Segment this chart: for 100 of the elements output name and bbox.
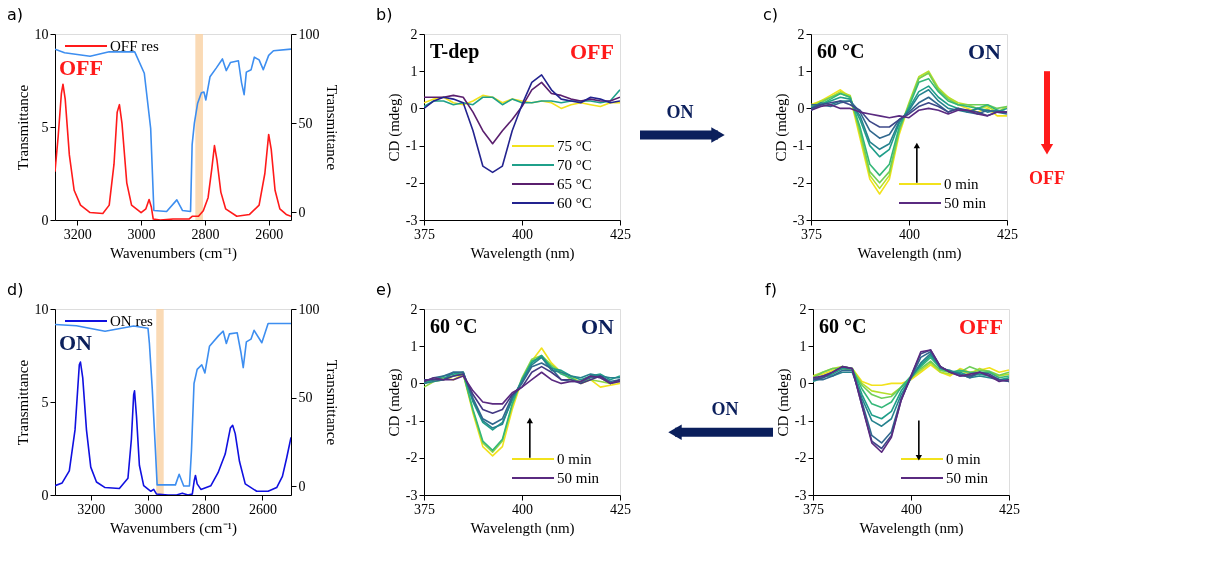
annotation: OFF [959,314,1003,339]
chart-title: b) [376,5,393,24]
y-tick-label: -2 [405,450,418,466]
line-series [424,94,620,110]
y-tick-label: 2 [410,26,418,42]
annotation: T-dep [430,40,480,63]
chart-title: f) [765,280,777,299]
line-series [811,103,1007,119]
x-tick-label: 400 [512,226,533,242]
y-tick-label: 0 [797,100,805,116]
y-tick-label: -3 [405,212,418,228]
x-tick-label: 3200 [77,501,106,517]
y2-tick-label: 100 [298,26,320,42]
y-tick-label: 1 [799,338,807,354]
y-tick-label: -3 [794,487,807,503]
y-tick-label: 5 [41,119,49,135]
y-axis-title: CD (mdeg) [385,93,403,162]
legend-label: 75 °C [557,138,592,154]
y-axis-title: CD (mdeg) [385,368,403,437]
y-tick-label: 0 [41,487,49,503]
x-tick-label: 425 [610,226,631,242]
y-tick-label: 1 [410,63,418,79]
x-tick-label: 425 [610,501,631,517]
x-tick-label: 400 [512,501,533,517]
x-axis-title: Wavelength (nm) [470,519,575,537]
legend-label: 0 min [946,451,982,467]
chart-title: e) [376,280,393,299]
text: OFF [1029,168,1065,189]
y-axis-title: Transmittance [14,84,31,171]
x-tick-label: 2800 [191,501,220,517]
x-axis-title: Wavelength (nm) [859,519,964,537]
line-series [811,96,1007,139]
annotation: ON [59,330,93,355]
y-tick-label: -2 [792,175,805,191]
y-axis-title: CD (mdeg) [772,93,790,162]
chart-title: a) [7,5,24,24]
annotation: 60 °C [817,40,865,62]
y2-tick-label: 0 [298,478,306,494]
y-axis-title: CD (mdeg) [774,368,792,437]
x-tick-label: 400 [901,501,922,517]
y-tick-label: 0 [410,100,418,116]
y2-tick-label: 100 [298,301,320,317]
text: ON [711,399,739,420]
y2-tick-label: 50 [298,115,313,131]
legend-label: 50 min [557,470,600,486]
y2-axis-title: Transmittance [323,359,340,446]
x-tick-label: 375 [414,501,435,517]
annotation: OFF [570,39,614,64]
y-tick-label: 2 [797,26,805,42]
x-tick-label: 425 [997,226,1018,242]
line-series [424,89,620,108]
y-tick-label: 2 [799,301,807,317]
y-tick-label: -2 [794,450,807,466]
y-tick-label: -1 [792,138,805,154]
y-tick-label: 1 [797,63,805,79]
legend-label: 70 °C [557,157,592,173]
y2-tick-label: 50 [298,390,313,406]
y2-tick-label: 0 [298,204,306,220]
annotation: 60 °C [430,315,478,337]
annotation: 60 °C [819,315,867,337]
x-tick-label: 375 [801,226,822,242]
y-tick-label: -3 [405,487,418,503]
y-tick-label: 10 [34,301,49,317]
x-axis-title: Wavelength (nm) [470,244,575,262]
y-tick-label: -1 [405,138,418,154]
line-series [424,365,620,414]
x-tick-label: 375 [414,226,435,242]
y-axis-title: Transmittance [14,359,31,446]
legend-label: OFF res [110,38,159,54]
x-axis-title: Wavenumbers (cm⁻¹) [110,244,237,262]
line-series [424,74,620,174]
y-tick-label: -3 [792,212,805,228]
annotation: OFF [59,55,103,80]
x-tick-label: 2600 [248,501,277,517]
x-tick-label: 2800 [191,226,220,242]
x-axis-title: Wavelength (nm) [857,244,962,262]
legend-label: 60 °C [557,195,592,211]
y-tick-label: 5 [41,394,49,410]
x-tick-label: 3000 [127,226,156,242]
legend-label: ON res [110,313,154,329]
x-tick-label: 375 [803,501,824,517]
legend-label: 0 min [944,176,980,192]
chart-title: d) [7,280,24,299]
legend-label: 50 min [946,470,989,486]
y-tick-label: 0 [41,212,49,228]
annotation: ON [581,314,615,339]
legend-label: 0 min [557,451,593,467]
legend-label: 50 min [944,195,987,211]
y-tick-label: -1 [794,413,807,429]
x-tick-label: 3200 [63,226,92,242]
y-tick-label: -1 [405,413,418,429]
x-tick-label: 425 [999,501,1020,517]
chart-title: c) [763,5,779,24]
y-tick-label: 0 [799,375,807,391]
text: ON [666,102,694,122]
y-tick-label: 1 [410,338,418,354]
annotation: ON [968,39,1002,64]
line-series [424,371,620,405]
y2-axis-title: Transmittance [323,84,340,171]
y-tick-label: 10 [34,26,49,42]
